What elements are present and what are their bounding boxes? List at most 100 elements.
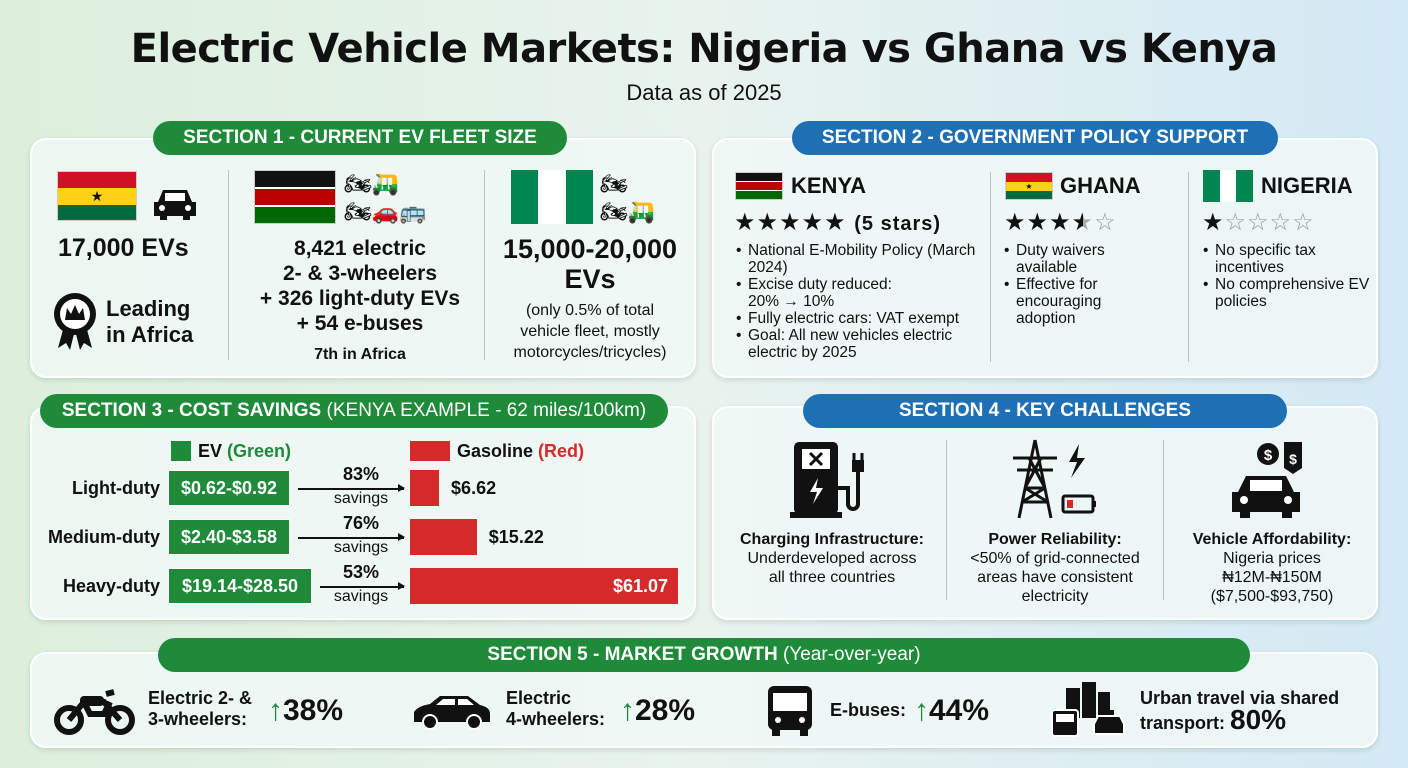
car-icon [414, 696, 490, 730]
policy-bullet: No specific tax incentives [1203, 242, 1333, 276]
savings-word: savings [333, 539, 389, 556]
challenge-affordability: Vehicle Affordability: Nigeria prices ₦12… [1168, 530, 1376, 606]
charging-station-icon [790, 442, 864, 518]
category-label: Light-duty [72, 478, 160, 498]
svg-text:$: $ [1264, 447, 1273, 464]
nigeria-note: (only 0.5% of total vehicle fleet, mostl… [484, 300, 696, 363]
savings-percent: 53% [342, 562, 380, 582]
nigeria-count-line: EVs [564, 264, 616, 294]
arrow-up-icon: ↑ [620, 694, 635, 727]
section4-header: SECTION 4 - KEY CHALLENGES [803, 394, 1287, 428]
arrow-icon [298, 485, 405, 491]
rating-stars-nigeria: ★☆☆☆☆ [1202, 209, 1315, 236]
power-tower-icon [1013, 439, 1096, 519]
kenya-fleet-line: + 326 light-duty EVs [259, 287, 461, 310]
policy-bullet: No comprehensive EV policies [1203, 276, 1373, 310]
section5-subtitle: (Year-over-year) [782, 644, 921, 665]
award-badge-icon [54, 293, 96, 350]
ghana-flag: ★ [1005, 172, 1053, 200]
motorcycle-icon [54, 689, 135, 735]
policy-country-ghana: GHANA [1060, 173, 1141, 198]
growth-label-line: 3-wheelers: [148, 709, 248, 729]
policy-bullet: National E-Mobility Policy (March 2024) [736, 242, 986, 276]
section1-header: SECTION 1 - CURRENT EV FLEET SIZE [153, 121, 567, 155]
growth-2-3-wheelers-label: Electric 2- & 3-wheelers: [148, 688, 252, 730]
growth-label-text: transport: [1140, 713, 1225, 733]
page-subtitle: Data as of 2025 [626, 80, 782, 105]
growth-label-line: transport: 80% [1140, 706, 1339, 734]
ghana-badge-line1: Leading [106, 296, 191, 321]
growth-shared-transport-label: Urban travel via shared transport: 80% [1140, 688, 1339, 734]
challenge-charging: Charging Infrastructure: Underdeveloped a… [722, 530, 942, 587]
ghana-badge-line2: in Africa [106, 322, 194, 347]
legend-gas-label: Gasoline [457, 441, 534, 461]
section5-header: SECTION 5 - MARKET GROWTH (Year-over-yea… [158, 638, 1250, 672]
gasoline-value: $61.07 [612, 576, 668, 596]
challenge-title: Charging Infrastructure: [739, 531, 924, 548]
section3-subtitle: (KENYA EXAMPLE - 62 miles/100km) [326, 400, 647, 421]
car-price-icon: $ $ [1232, 442, 1302, 518]
section3-title: SECTION 3 - COST SAVINGS [61, 400, 322, 421]
nigeria-policy-list: No specific tax incentives No comprehens… [1203, 242, 1373, 310]
divider [484, 170, 485, 360]
arrow-icon [298, 534, 405, 540]
arrow-up-icon: ↑ [268, 694, 283, 727]
ev-cost-bar: $2.40-$3.58 [168, 519, 290, 555]
growth-label-line: Urban travel via shared [1140, 688, 1340, 708]
ev-cost-bar: $0.62-$0.92 [168, 470, 290, 506]
challenge-title: Power Reliability: [988, 531, 1122, 548]
city-transport-icon [1051, 682, 1125, 737]
policy-country-kenya: KENYA [791, 173, 866, 198]
savings-word: savings [333, 588, 389, 605]
category-label: Medium-duty [48, 527, 160, 547]
growth-label-line: Electric [506, 688, 572, 708]
legend-gas-swatch [410, 441, 450, 461]
challenge-text: <50% of grid-connected areas have consis… [970, 550, 1140, 605]
savings-word: savings [333, 490, 389, 507]
policy-bullet: Fully electric cars: VAT exempt [736, 310, 986, 327]
nigeria-flag [511, 170, 593, 224]
growth-2-3-wheelers-value: ↑38% [268, 694, 343, 728]
gasoline-value: $6.62 [451, 478, 497, 498]
gasoline-value: $15.22 [488, 527, 544, 547]
growth-ebuses-label: E-buses: [830, 700, 907, 720]
page-title: Electric Vehicle Markets: Nigeria vs Gha… [130, 26, 1278, 72]
section2-header: SECTION 2 - GOVERNMENT POLICY SUPPORT [792, 121, 1278, 155]
savings-percent: 83% [342, 464, 380, 484]
policy-bullet: Excise duty reduced: 20% → 10% [736, 276, 926, 310]
section3-header: SECTION 3 - COST SAVINGS (KENYA EXAMPLE … [40, 394, 668, 428]
legend-ev: EV (Green) [198, 441, 291, 462]
section5-title: SECTION 5 - MARKET GROWTH [487, 644, 778, 665]
vehicle-icons: 🏍🛺 🏍🚗🚌 [344, 171, 427, 224]
kenya-flag [254, 170, 336, 224]
divider [1188, 172, 1189, 362]
growth-value: 44% [929, 694, 990, 727]
kenya-policy-list: National E-Mobility Policy (March 2024) … [736, 242, 986, 361]
kenya-fleet-line: 2- & 3-wheelers [282, 262, 438, 285]
kenya-flag [735, 172, 783, 200]
legend-gas: Gasoline (Red) [457, 441, 584, 462]
growth-value: 28% [635, 694, 696, 727]
challenge-power: Power Reliability: <50% of grid-connected… [950, 530, 1160, 606]
car-icon [154, 190, 196, 220]
growth-value: 38% [283, 694, 344, 727]
vehicle-icons: 🏍 🏍🛺 [600, 171, 656, 224]
challenge-title: Vehicle Affordability: [1192, 531, 1352, 548]
note-line: (only 0.5% of total [525, 302, 655, 319]
arrow-icon [320, 583, 405, 589]
policy-country-nigeria: NIGERIA [1261, 173, 1353, 198]
arrow-up-icon: ↑ [914, 694, 929, 727]
bus-icon [768, 686, 812, 736]
policy-bullet: Effective for encouraging adoption [1004, 276, 1134, 327]
challenge-text: Nigeria prices ₦12M-₦150M ($7,500-$93,75… [1210, 550, 1334, 605]
legend-ev-swatch [171, 441, 191, 461]
kenya-fleet-line: + 54 e-buses [296, 312, 424, 335]
policy-bullet: Duty waivers available [1004, 242, 1124, 276]
growth-4-wheelers-value: ↑28% [620, 694, 695, 728]
legend-gas-color: (Red) [538, 441, 585, 461]
growth-value: 80% [1230, 704, 1287, 735]
challenge-text: Underdeveloped across all three countrie… [747, 550, 917, 586]
gasoline-bar [410, 568, 678, 604]
legend-ev-label: EV [198, 441, 223, 461]
divider [228, 170, 229, 360]
